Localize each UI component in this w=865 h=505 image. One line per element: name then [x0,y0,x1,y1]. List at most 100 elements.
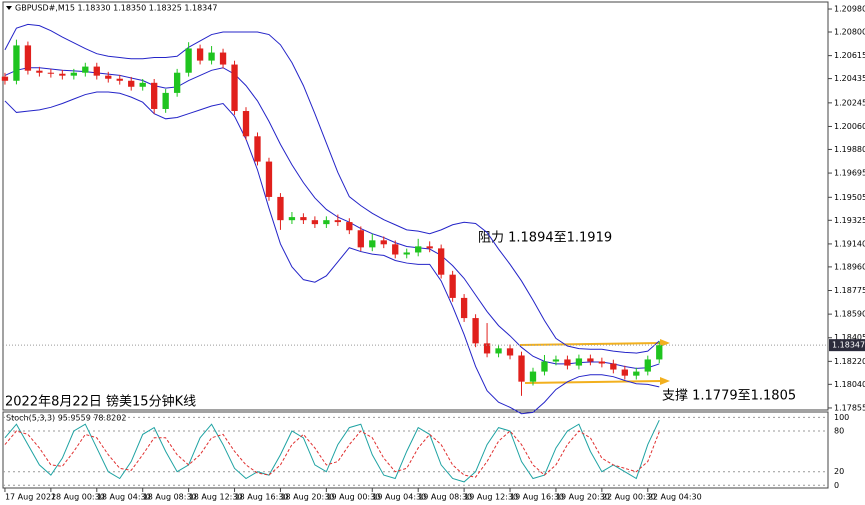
candle-body [105,75,112,79]
x-tick-label: 19 Aug 16:30 [510,493,564,502]
candle-body [196,48,204,61]
candle-body [254,136,261,162]
candle-body [265,161,273,197]
candle-body [219,52,227,65]
candle-body [24,45,32,71]
candle-body [139,82,146,87]
candle-body [426,246,433,249]
candle-body [93,66,100,76]
y-tick-label: 1.20615 [834,51,865,60]
candle-body [392,244,399,255]
annotation: 阻力 1.1894至1.1919 [478,231,612,246]
candle-body [449,274,456,298]
main-panel [2,1,829,411]
candle-body [13,45,20,81]
x-tick-label: 18 Aug 16:30 [235,493,289,502]
x-tick-label: 19 Aug 20:30 [556,493,610,502]
candle-body [208,52,215,61]
y-tick-label: 1.18405 [834,333,865,342]
candle-body [529,371,537,382]
stoch-title: Stoch(5,3,3) 95.9559 78.8202 [6,414,126,423]
arrow-head [660,339,670,347]
x-tick-label: 18 Aug 04:30 [97,493,151,502]
candle-body [334,220,342,223]
candle-body [59,73,66,76]
annotation: 支撑 1.1779至1.1805 [662,389,796,404]
y-tick-label: 1.17855 [834,403,865,412]
candle-body [506,348,514,356]
support-line [524,380,663,384]
candle-body [460,297,468,319]
candle-body [242,111,250,137]
candle-body [151,82,158,109]
candle-body [415,246,422,253]
x-tick-label: 18 Aug 00:30 [51,493,105,502]
x-tick-label: 19 Aug 00:30 [326,493,380,502]
y-tick-label: 80 [834,427,844,436]
candle-body [185,48,192,73]
y-tick-label: 1.20800 [834,28,865,37]
candle-body [300,217,307,221]
candle-body [552,359,560,362]
y-tick-label: 1.18775 [834,286,865,295]
line [4,67,660,369]
candle-body [288,217,296,221]
menu-icon [6,6,12,10]
candle-body [277,196,284,221]
candle-body [231,64,238,112]
candle-body [36,70,43,73]
candle-body [621,369,628,376]
y-tick-label: 0 [834,481,839,490]
y-tick-label: 1.19505 [834,193,865,202]
line [4,91,660,415]
x-tick-label: 22 Aug 04:30 [648,493,702,502]
candle-body [437,248,445,275]
x-tick-label: 19 Aug 04:30 [372,493,426,502]
y-tick-label: 1.19140 [834,239,865,248]
candle-body [541,361,548,372]
candle-body [369,240,376,248]
y-tick-label: 100 [834,413,849,422]
candle-body [598,361,606,364]
candle-body [128,80,135,87]
candle-body [633,371,640,376]
candle-body [644,359,651,372]
candle-body [403,252,410,255]
candle-body [610,363,617,370]
y-tick-label: 1.20245 [834,98,865,107]
candle-body [518,355,525,382]
price-tag-label: 1.18347 [832,341,865,350]
y-tick-label: 1.20980 [834,5,865,14]
candle-body [575,358,583,366]
candle-body [587,358,594,362]
candle-body [1,76,9,81]
x-tick-label: 18 Aug 20:30 [280,493,334,502]
candle-body [564,359,571,366]
candle-body [116,78,123,81]
candle-body [162,92,169,109]
candle-body [472,318,479,344]
y-tick-label: 1.18960 [834,262,865,271]
arrow-head [660,377,670,385]
y-tick-label: 1.20060 [834,122,865,131]
y-tick-label: 1.19695 [834,169,865,178]
x-tick-label: 17 Aug 2022 [5,493,56,502]
y-tick-label: 1.18220 [834,357,865,366]
y-tick-label: 1.19325 [834,216,865,225]
candle-body [346,222,353,231]
price-tag [829,339,865,352]
x-tick-label: 18 Aug 08:30 [143,493,197,502]
y-tick-label: 1.20435 [834,74,865,83]
x-tick-label: 19 Aug 12:30 [464,493,518,502]
y-tick-label: 1.19880 [834,145,865,154]
y-tick-label: 1.18040 [834,380,865,389]
line [4,23,660,354]
candle-body [357,230,364,248]
line [4,419,660,483]
candle-body [380,240,387,245]
line [4,430,660,478]
x-tick-label: 18 Aug 12:30 [189,493,243,502]
